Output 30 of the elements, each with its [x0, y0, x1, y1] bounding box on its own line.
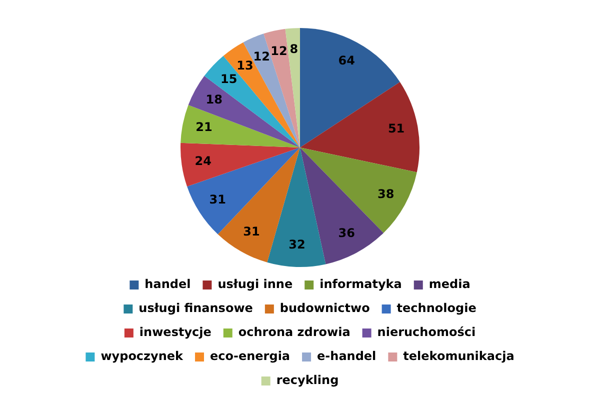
data-label: 8 [290, 42, 298, 56]
legend-label: wypoczynek [100, 349, 184, 364]
data-label: 21 [196, 120, 212, 134]
legend-label: media [428, 277, 470, 292]
data-label: 12 [270, 44, 288, 58]
legend-label: budownictwo [280, 301, 370, 316]
legend-label: informatyka [320, 277, 402, 292]
data-label: 36 [338, 226, 355, 240]
legend-label: handel [144, 277, 191, 292]
legend-label: ochrona zdrowia [238, 325, 350, 340]
legend-label: inwestycje [139, 325, 212, 340]
legend-label: recykling [276, 373, 339, 388]
data-label: 32 [288, 238, 306, 252]
data-label: 24 [194, 154, 212, 168]
data-label: 15 [220, 72, 238, 86]
data-label: 51 [388, 122, 405, 136]
legend-label: usługi finansowe [138, 301, 253, 316]
data-label: 12 [253, 49, 270, 64]
data-label: 13 [236, 58, 254, 73]
legend-label: eco-energia [210, 349, 290, 364]
data-label: 18 [206, 92, 222, 106]
legend-label: nieruchomości [377, 325, 476, 340]
legend-label: technologie [396, 301, 476, 316]
data-label: 38 [378, 186, 394, 201]
data-label: 64 [338, 53, 355, 68]
legend-label: telekomunikacja [403, 349, 514, 364]
legend-label: e-handel [317, 349, 376, 364]
data-label: 31 [243, 224, 260, 239]
data-label: 31 [209, 192, 226, 207]
legend-label: usługi inne [218, 277, 293, 292]
